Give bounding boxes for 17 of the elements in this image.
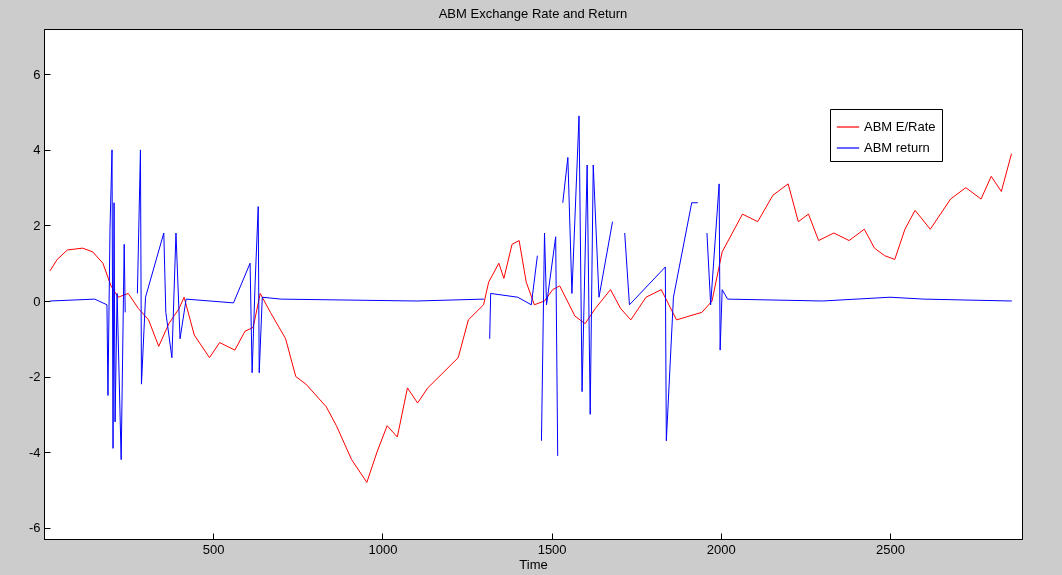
- y-tick-label: 2: [33, 217, 41, 233]
- y-tick-label: -4: [28, 444, 41, 460]
- x-tick-label: 2000: [706, 541, 736, 557]
- line-series: [49, 153, 1013, 483]
- y-tick-label: 6: [33, 66, 41, 82]
- x-tick-label: 2500: [876, 541, 905, 557]
- x-axis-title: Time: [519, 556, 548, 572]
- x-tick-label: 1500: [537, 541, 567, 557]
- y-tick-label: -2: [28, 369, 41, 385]
- legend-label: ABM E/Rate: [864, 119, 936, 134]
- y-tick-label: 0: [33, 293, 41, 309]
- x-tick-label: 1000: [368, 541, 398, 557]
- y-tick-label: 4: [33, 142, 41, 158]
- y-tick-label: -6: [28, 520, 41, 536]
- legend-label: ABM return: [864, 140, 930, 155]
- x-tick-label: 500: [202, 541, 225, 557]
- chart-title: ABM Exchange Rate and Return: [438, 6, 628, 21]
